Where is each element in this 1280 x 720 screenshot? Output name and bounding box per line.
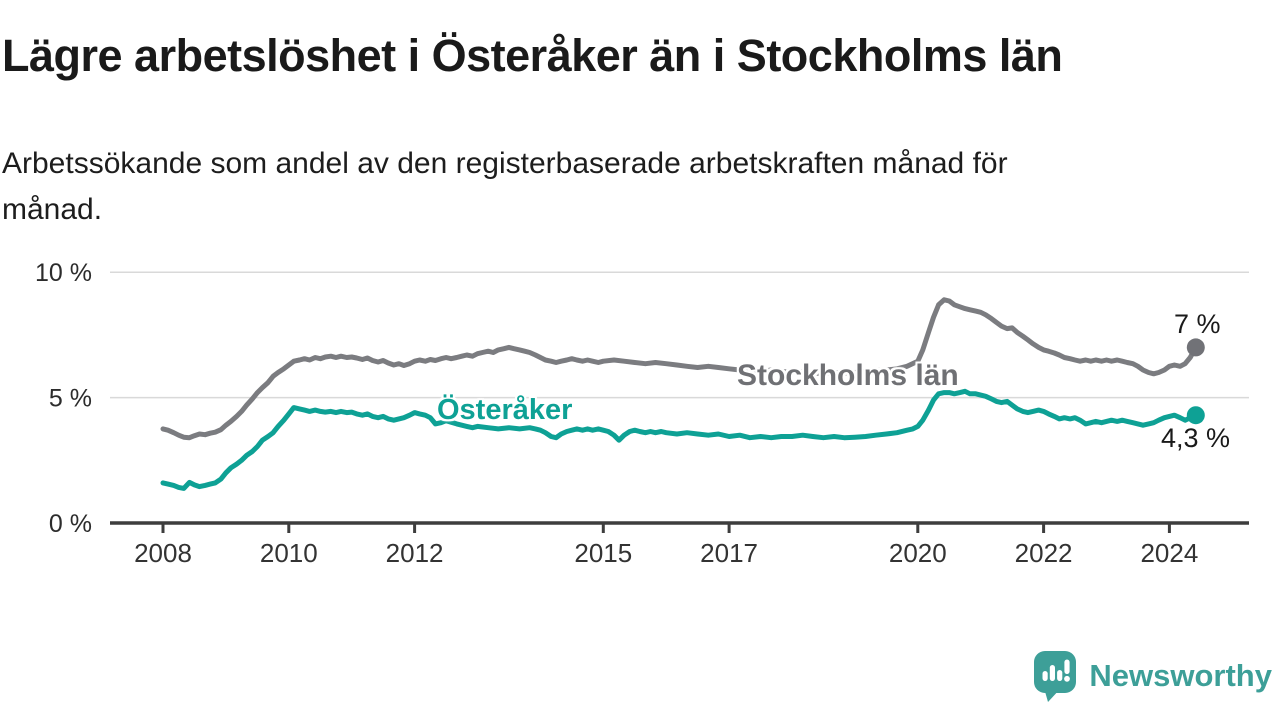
series-line-osteraker bbox=[160, 388, 1199, 491]
series-label-stockholms-lan: Stockholms län bbox=[737, 359, 959, 392]
x-tick-label-2012: 2012 bbox=[386, 538, 444, 568]
speech-bubble-bar-chart-icon bbox=[1034, 651, 1077, 702]
x-tick-label-2008: 2008 bbox=[134, 538, 192, 568]
y-tick-label-0: 0 % bbox=[49, 510, 92, 538]
x-tick-label-2020: 2020 bbox=[889, 538, 947, 568]
subtitle-line-1: Arbetssökande som andel av den registerb… bbox=[2, 147, 1008, 180]
series-line-stockholms-lan bbox=[160, 297, 1199, 441]
newsworthy-logo: Newsworthy bbox=[1033, 651, 1272, 702]
page-title: Lägre arbetslöshet i Österåker än i Stoc… bbox=[2, 30, 1063, 81]
page-subtitle: Arbetssökande som andel av den registerb… bbox=[2, 141, 1222, 233]
x-tick-label-2017: 2017 bbox=[700, 538, 758, 568]
brand-name: Newsworthy bbox=[1089, 658, 1272, 693]
series-end-dot-stockholms-lan bbox=[1186, 338, 1205, 357]
y-tick-label-10: 10 % bbox=[35, 259, 92, 287]
end-value-label-osteraker: 4,3 % bbox=[1161, 423, 1231, 453]
end-value-label-stockholms-lan: 7 % bbox=[1174, 309, 1221, 339]
x-tick-label-2022: 2022 bbox=[1015, 538, 1073, 568]
x-tick-label-2010: 2010 bbox=[260, 538, 318, 568]
series-label-osteraker: Österåker bbox=[437, 394, 573, 426]
series-end-dot-osteraker bbox=[1186, 406, 1205, 425]
y-tick-label-5: 5 % bbox=[49, 385, 92, 413]
x-tick-label-2024: 2024 bbox=[1140, 538, 1198, 568]
x-tick-label-2015: 2015 bbox=[574, 538, 632, 568]
subtitle-line-2: månad. bbox=[2, 193, 103, 226]
